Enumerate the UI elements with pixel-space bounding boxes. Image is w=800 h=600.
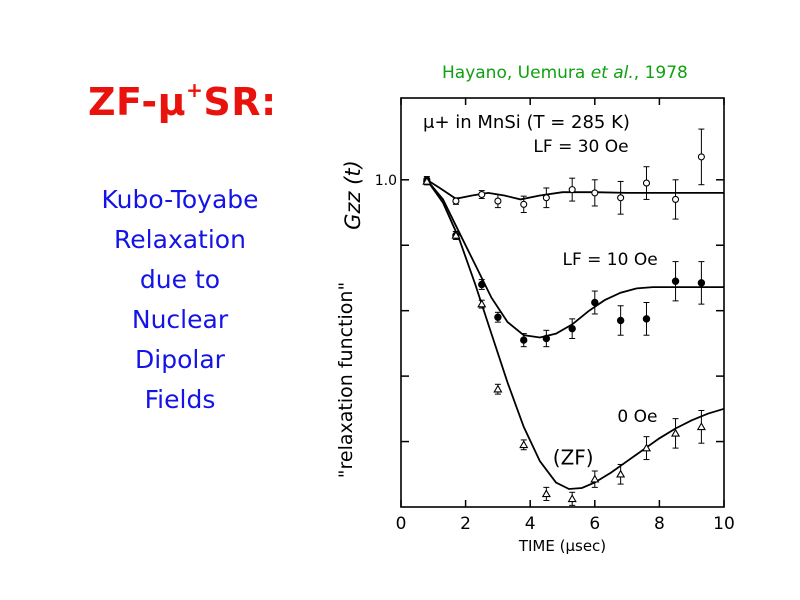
side-line: Relaxation (114, 225, 246, 254)
data-point-triangle (671, 428, 681, 437)
series-annotation: LF = 30 Oe (533, 137, 628, 157)
side-line: Kubo-Toyabe (101, 185, 259, 214)
data-point-filled (478, 280, 486, 289)
data-point-open (671, 195, 680, 203)
data-point-triangle (422, 176, 432, 185)
chart-title: μ+ in MnSi (T = 285 K) (423, 112, 630, 133)
data-point-open (452, 197, 460, 205)
citation-suffix: , 1978 (633, 63, 688, 83)
side-line: Nuclear (131, 305, 229, 334)
y-axis-label: "relaxation function" (335, 282, 357, 478)
citation-etal: et al. (590, 63, 634, 83)
title-main: ZF- (88, 80, 158, 124)
data-point-filled (591, 298, 599, 307)
data-point-open (642, 179, 651, 187)
data-point-filled (697, 279, 706, 287)
series-annotation: 0 Oe (617, 407, 657, 427)
data-point-triangle (519, 440, 529, 449)
data-point-open (494, 197, 502, 205)
data-point-open (478, 190, 486, 199)
title-sup: + (186, 78, 204, 102)
data-point-filled (520, 336, 528, 344)
data-point-triangle (641, 443, 652, 452)
y-tick-label: 1.0 (375, 173, 397, 189)
data-point-triangle (541, 489, 551, 498)
data-point-triangle (493, 384, 503, 393)
data-point-filled (568, 324, 576, 333)
curve-filled-circle (426, 179, 724, 339)
title-mu: μ (157, 80, 187, 124)
side-line: Fields (144, 385, 216, 414)
plot-frame (400, 97, 725, 508)
x-tick-label: 4 (525, 514, 536, 534)
x-tick-label: 10 (713, 514, 735, 534)
series-annotation: (ZF) (553, 445, 594, 469)
x-tick-label: 0 (396, 514, 407, 534)
data-point-open (520, 200, 528, 208)
citation: Hayano, Uemura et al., 1978 (442, 63, 688, 83)
data-point-open (617, 194, 625, 202)
data-point-filled (642, 315, 651, 323)
data-point-triangle (477, 299, 487, 308)
y-axis-label-gzz: Gzz (t) (341, 160, 365, 230)
title-tail: SR: (203, 80, 277, 124)
citation-prefix: Hayano, Uemura (442, 63, 591, 83)
data-point-triangle (451, 230, 461, 239)
data-point-open (542, 194, 550, 202)
data-point-triangle (590, 474, 600, 483)
data-point-filled (542, 334, 551, 343)
data-point-filled (494, 313, 502, 321)
data-point-filled (616, 316, 625, 325)
series-annotation: LF = 10 Oe (563, 250, 658, 270)
data-point-triangle (696, 422, 706, 431)
data-point-open (697, 153, 705, 161)
data-point-triangle (567, 494, 577, 503)
side-line: due to (139, 265, 221, 294)
data-point-open (591, 189, 599, 197)
data-point-open (568, 186, 576, 194)
x-axis-label: TIME (μsec) (518, 537, 606, 555)
x-tick-label: 8 (654, 514, 665, 534)
x-tick-label: 6 (589, 514, 600, 534)
x-tick-label: 2 (460, 514, 471, 534)
data-point-filled (671, 277, 680, 285)
side-text: Kubo-Toyabe Relaxation due to Nuclear Di… (80, 180, 280, 420)
slide-title: ZF-μ+SR: (88, 78, 277, 124)
curve-open-triangle (426, 179, 725, 490)
side-line: Dipolar (135, 345, 225, 374)
data-point-triangle (616, 469, 626, 478)
